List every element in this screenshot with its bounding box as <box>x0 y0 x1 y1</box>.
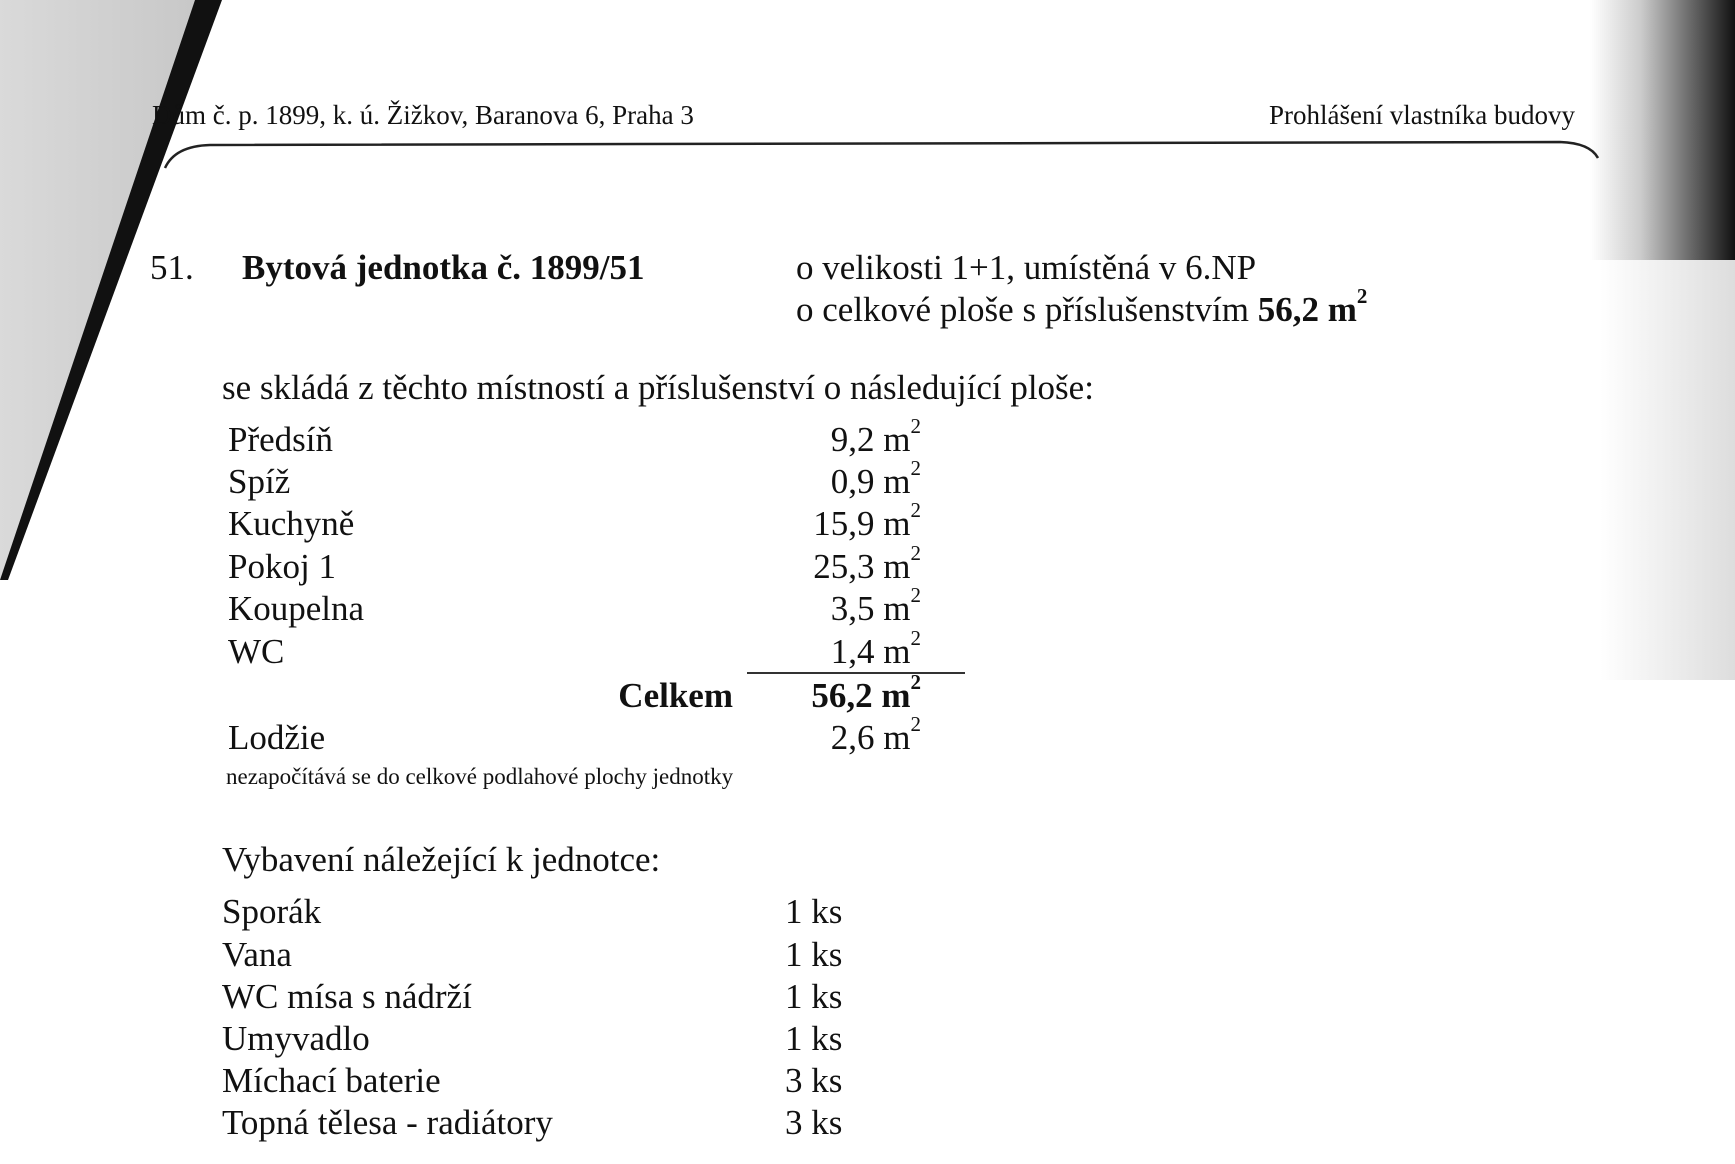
equipment-name: Míchací baterie <box>222 1061 441 1100</box>
room-name: Spíž <box>228 462 291 501</box>
equipment-intro: Vybavení náležející k jednotce: <box>222 840 661 879</box>
room-name: Kuchyně <box>228 504 355 543</box>
equipment-name: Umyvadlo <box>222 1019 370 1058</box>
room-area: 1,4 m2 <box>830 626 921 672</box>
header-left: Dům č. p. 1899, k. ú. Žižkov, Baranova 6… <box>152 100 694 130</box>
total-value-text: 56,2 m <box>811 676 911 715</box>
equipment-name: Topná tělesa - radiátory <box>222 1103 553 1142</box>
room-area-text: 9,2 m <box>830 420 911 459</box>
room-area: 25,3 m2 <box>813 541 921 587</box>
rooms-intro: se skládá z těchto místností a příslušen… <box>222 368 1094 407</box>
room-name: Pokoj 1 <box>228 547 336 586</box>
loggia-note: nezapočítává se do celkové podlahové plo… <box>226 764 734 789</box>
room-area-text: 25,3 m <box>813 547 911 586</box>
room-name: Koupelna <box>228 589 365 628</box>
room-name: Předsíň <box>228 420 333 459</box>
room-name: WC <box>228 632 285 671</box>
loggia-name: Lodžie <box>228 718 326 757</box>
room-area-text: 3,5 m <box>830 589 911 628</box>
equipment-qty: 1 ks <box>785 1019 843 1058</box>
total-value: 56,2 m2 <box>811 670 921 716</box>
room-area-exponent: 2 <box>910 583 922 607</box>
unit-number: 51. <box>150 248 194 287</box>
equipment-qty: 3 ks <box>785 1103 843 1142</box>
room-area: 9,2 m2 <box>830 414 921 460</box>
equipment-name: WC mísa s nádrží <box>222 977 472 1016</box>
header-right: Prohlášení vlastníka budovy <box>1269 100 1575 130</box>
loggia-area: 2,6 m2 <box>830 712 921 758</box>
unit-exponent: 2 <box>1356 284 1368 308</box>
equipment-qty: 1 ks <box>785 935 843 974</box>
right-page-shadow-lower <box>1600 260 1735 680</box>
room-area-text: 15,9 m <box>813 504 911 543</box>
room-area-exponent: 2 <box>910 541 922 565</box>
right-page-curl-shadow <box>1590 0 1735 260</box>
equipment-qty: 1 ks <box>785 977 843 1016</box>
total-label: Celkem <box>618 676 733 715</box>
room-area-text: 1,4 m <box>830 632 911 671</box>
equipment-name: Sporák <box>222 892 322 931</box>
room-area-text: 0,9 m <box>830 462 911 501</box>
room-area-exponent: 2 <box>910 498 922 522</box>
total-exponent: 2 <box>910 670 922 694</box>
room-area-exponent: 2 <box>910 456 922 480</box>
header-rule <box>163 140 1600 169</box>
equipment-qty: 3 ks <box>785 1061 843 1100</box>
room-area: 0,9 m2 <box>830 456 921 502</box>
equipment-qty: 1 ks <box>785 892 843 931</box>
unit-title: Bytová jednotka č. 1899/51 <box>242 248 645 287</box>
room-area: 15,9 m2 <box>813 498 921 544</box>
unit-size: o velikosti 1+1, umístěná v 6.NP <box>796 248 1257 287</box>
unit-area: o celkové ploše s příslušenstvím 56,2 m2 <box>796 284 1367 330</box>
room-area: 3,5 m2 <box>830 583 921 629</box>
room-area-exponent: 2 <box>910 414 922 438</box>
equipment-name: Vana <box>222 935 292 974</box>
left-binding-edge <box>0 0 222 580</box>
unit-area-label: o celkové ploše s příslušenstvím <box>796 290 1250 329</box>
loggia-exponent: 2 <box>910 712 922 736</box>
room-area-exponent: 2 <box>910 626 922 650</box>
loggia-area-text: 2,6 m <box>830 718 911 757</box>
unit-area-value: 56,2 m <box>1257 290 1357 329</box>
